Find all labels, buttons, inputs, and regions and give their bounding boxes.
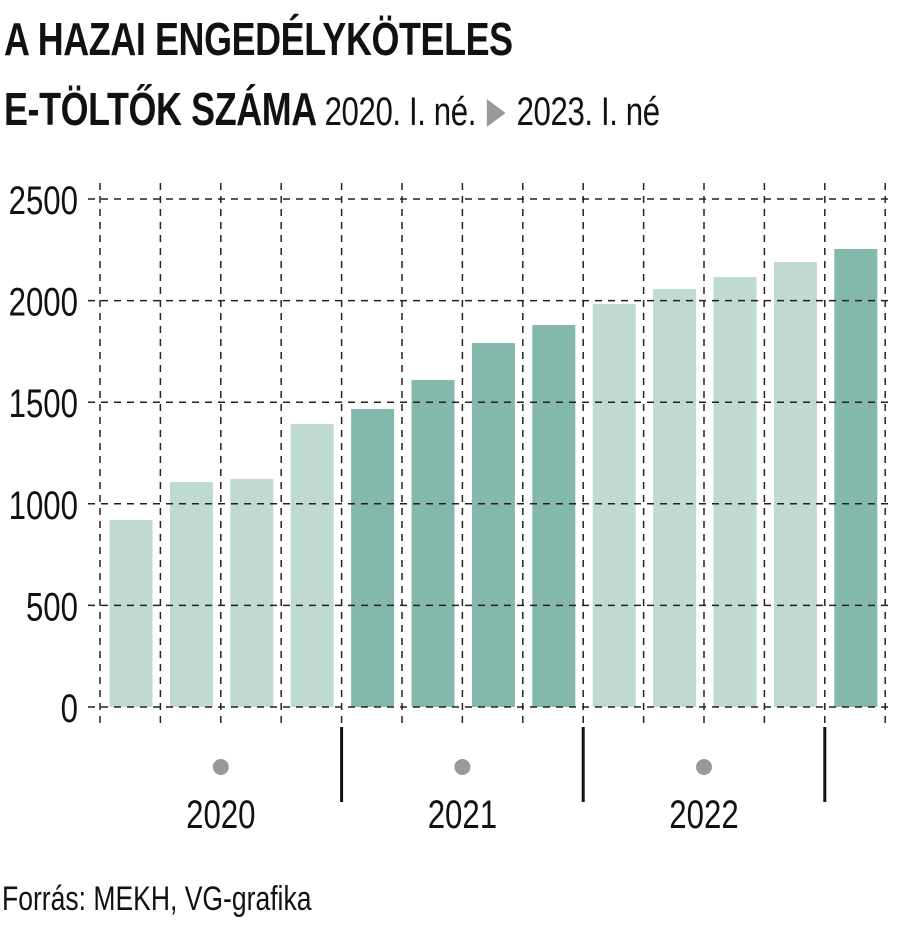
year-dot-icon: [696, 759, 712, 775]
bar: [411, 380, 455, 707]
y-tick-label: 500: [26, 585, 78, 630]
subtitle-to: 2023. I. né: [516, 90, 661, 134]
x-year-label: 2021: [428, 792, 497, 837]
x-year-label: 2022: [669, 792, 738, 837]
subtitle-from: 2020. I. né.: [324, 90, 477, 134]
title-line-2: E-TÖLTŐK SZÁMA 2020. I. né. 2023. I. né: [4, 82, 660, 136]
bar: [773, 261, 817, 707]
year-dot-icon: [212, 759, 229, 775]
source-note: Forrás: MEKH, VG-grafika: [2, 880, 312, 918]
year-dot-icon: [454, 759, 471, 775]
bar: [290, 423, 334, 707]
bar: [713, 277, 757, 707]
bar: [230, 479, 274, 707]
arrow-right-icon: [486, 98, 506, 127]
bar: [471, 343, 515, 707]
bar: [834, 248, 878, 708]
bar: [592, 304, 636, 707]
y-tick-label: 2000: [9, 280, 78, 325]
bar: [109, 520, 153, 707]
y-tick-label: 0: [61, 686, 78, 731]
y-tick-label: 1000: [9, 483, 78, 528]
bar: [653, 289, 697, 707]
bar: [351, 408, 395, 707]
y-tick-label: 1500: [9, 382, 78, 427]
bar: [169, 482, 213, 707]
x-year-label: 2020: [186, 792, 255, 837]
title-main: E-TÖLTŐK SZÁMA: [4, 83, 317, 135]
bar-chart: 0 500 1000 1500 2000 2500 2020 2021 2022: [9, 178, 890, 837]
title-line-1: A HAZAI ENGEDÉLYKÖTELES: [4, 13, 513, 65]
bar: [532, 324, 576, 707]
y-tick-label: 2500: [9, 178, 78, 223]
